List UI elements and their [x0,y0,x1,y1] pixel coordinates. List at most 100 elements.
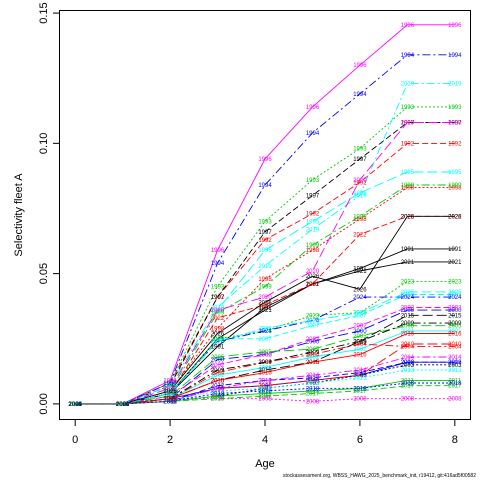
point-label-2020: 2020 [353,178,367,184]
point-label-2017: 2017 [353,389,367,395]
point-label-2007: 2007 [353,313,367,319]
point-label-2021: 2021 [116,402,130,408]
point-label-2014: 2014 [116,402,130,408]
point-label-2000: 2000 [69,402,83,408]
point-label-2015: 2015 [69,402,83,408]
point-label-2014: 2014 [163,399,177,405]
point-label-2016: 2016 [211,378,225,384]
point-label-2017: 2017 [306,392,320,398]
point-label-2004: 2004 [401,345,415,351]
point-label-1999: 1999 [448,183,462,189]
point-label-1993: 1993 [211,285,225,291]
point-label-2025: 2025 [163,392,177,398]
point-label-1994: 1994 [258,183,272,189]
point-label-2022: 2022 [163,392,177,398]
point-label-2022: 2022 [211,316,225,322]
point-label-2014: 2014 [211,386,225,392]
point-label-2013: 2013 [116,402,130,408]
point-label-2001: 2001 [116,402,130,408]
x-tick-label: 0 [72,434,78,446]
footer-note: stockassessment.org, WBSS_HAWG_2025_benc… [283,473,476,479]
point-label-2007: 2007 [258,337,272,343]
point-label-2001: 2001 [353,347,367,353]
point-label-2008: 2008 [211,397,225,403]
point-label-2009: 2009 [353,339,367,345]
point-label-1997: 1997 [306,194,320,200]
point-label-1999: 1999 [116,402,130,408]
x-tick-label: 8 [452,434,458,446]
point-label-2021: 2021 [69,402,83,408]
x-tick-label: 6 [357,434,363,446]
point-label-2020: 2020 [306,269,320,275]
point-label-2000: 2000 [116,402,130,408]
point-label-2006: 2006 [401,360,415,366]
point-label-1995: 1995 [163,386,177,392]
point-label-2019: 2019 [116,402,130,408]
point-label-2019: 2019 [163,384,177,390]
point-label-2025: 2025 [211,339,225,345]
point-label-2001: 2001 [448,329,462,335]
point-label-2019: 2019 [401,81,415,87]
point-label-2003: 2003 [401,363,415,369]
point-label-2012: 2012 [258,378,272,384]
point-label-2023: 2023 [448,279,462,285]
point-label-2022: 2022 [69,402,83,408]
point-label-2008: 2008 [69,402,83,408]
point-label-2002: 2002 [306,337,320,343]
point-label-1996: 1996 [258,157,272,163]
point-label-1997: 1997 [258,230,272,236]
point-label-2009: 2009 [258,360,272,366]
point-label-1995: 1995 [258,248,272,254]
point-label-1996: 1996 [353,63,367,69]
point-label-1996: 1996 [163,378,177,384]
point-label-2012: 2012 [116,402,130,408]
point-label-2019: 2019 [306,227,320,233]
point-label-2020: 2020 [69,402,83,408]
point-label-2011: 2011 [306,389,320,395]
point-label-2004: 2004 [69,402,83,408]
point-label-2017: 2017 [211,397,225,403]
point-label-2001: 2001 [163,397,177,403]
series-line-2020 [75,122,455,405]
point-label-1993: 1993 [258,220,272,226]
point-label-2012: 2012 [69,402,83,408]
point-label-2021: 2021 [163,392,177,398]
point-label-2003: 2003 [258,386,272,392]
point-label-2002: 2002 [163,394,177,400]
point-label-2009: 2009 [116,402,130,408]
point-label-2005: 2005 [116,402,130,408]
point-label-2006: 2006 [163,397,177,403]
point-label-2004: 2004 [116,402,130,408]
point-label-1992: 1992 [163,381,177,387]
point-label-2007: 2007 [163,392,177,398]
point-label-2024: 2024 [163,392,177,398]
point-label-2025: 2025 [116,402,130,408]
point-label-1999: 1999 [69,402,83,408]
point-label-2010: 2010 [116,402,130,408]
point-label-2004: 2004 [258,360,272,366]
point-label-1997: 1997 [163,384,177,390]
point-label-2007: 2007 [401,293,415,299]
point-label-2009: 2009 [211,368,225,374]
point-label-2025: 2025 [353,311,367,317]
point-label-2004: 2004 [448,345,462,351]
point-label-2023: 2023 [163,392,177,398]
point-label-2021: 2021 [306,282,320,288]
point-label-2008: 2008 [448,397,462,403]
point-label-2000: 2000 [258,352,272,358]
series-line-2018 [75,382,455,405]
point-label-2006: 2006 [211,386,225,392]
point-label-2014: 2014 [353,368,367,374]
point-label-2012: 2012 [353,371,367,377]
point-label-2011: 2011 [353,386,367,392]
point-label-2013: 2013 [306,381,320,387]
point-label-2023: 2023 [306,313,320,319]
point-label-2010: 2010 [448,342,462,348]
point-label-1994: 1994 [69,402,83,408]
point-label-2004: 2004 [211,371,225,377]
point-label-2005: 2005 [353,334,367,340]
point-label-2019: 2019 [258,264,272,270]
point-label-2012: 2012 [211,384,225,390]
point-label-2006: 2006 [353,373,367,379]
